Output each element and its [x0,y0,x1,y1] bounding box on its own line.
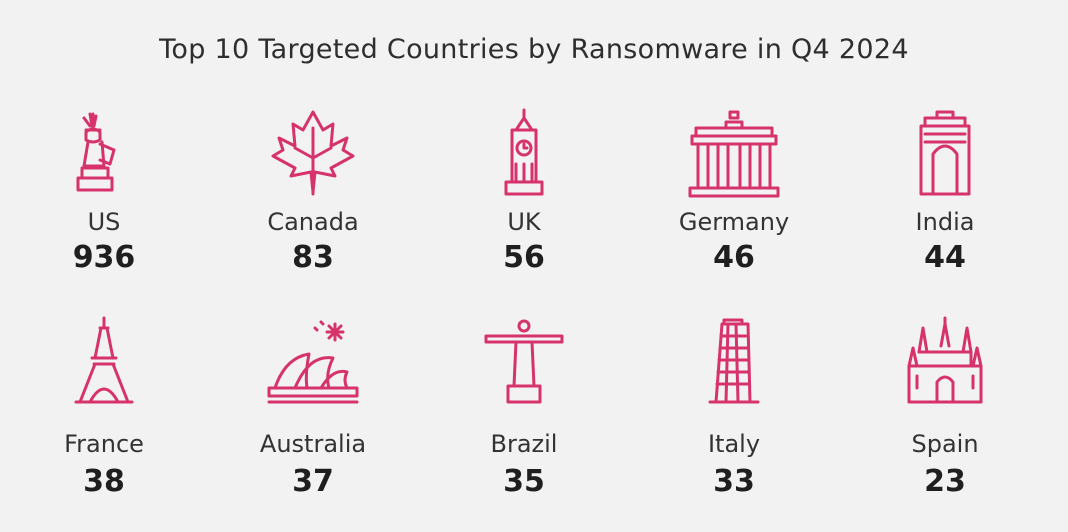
country-label: France [64,430,144,458]
christ-the-redeemer-icon [476,316,572,412]
country-card-australia: Australia 37 [213,316,413,506]
sydney-opera-house-icon [265,316,361,412]
country-card-us: US 936 [4,108,204,278]
country-card-italy: Italy 33 [634,316,834,506]
leaning-tower-of-pisa-icon [686,316,782,412]
country-card-france: France 38 [4,316,204,506]
country-label: US [87,208,121,236]
eiffel-tower-icon [56,316,152,412]
country-card-uk: UK 56 [424,108,624,278]
country-card-canada: Canada 83 [213,108,413,278]
chart-title: Top 10 Targeted Countries by Ransomware … [159,34,909,65]
statue-of-liberty-icon [56,108,152,204]
brandenburg-gate-icon [686,108,782,204]
country-value: 56 [503,240,545,275]
big-ben-icon [476,108,572,204]
country-value: 936 [72,240,136,275]
country-value: 46 [713,240,755,275]
country-value: 37 [292,464,334,499]
india-gate-icon [897,108,993,204]
country-card-india: India 44 [845,108,1045,278]
sagrada-familia-icon [897,316,993,412]
country-value: 23 [924,464,966,499]
country-value: 44 [924,240,966,275]
country-label: India [915,208,975,236]
maple-leaf-icon [265,108,361,204]
country-card-spain: Spain 23 [845,316,1045,506]
country-value: 35 [503,464,545,499]
country-label: Italy [707,430,761,458]
country-card-germany: Germany 46 [634,108,834,278]
country-value: 38 [83,464,125,499]
country-value: 33 [713,464,755,499]
country-label: Canada [267,208,359,236]
country-card-brazil: Brazil 35 [424,316,624,506]
country-label: Spain [911,430,979,458]
country-label: Brazil [490,430,558,458]
country-label: Germany [678,208,790,236]
country-label: UK [507,208,541,236]
country-value: 83 [292,240,334,275]
country-label: Australia [259,430,367,458]
